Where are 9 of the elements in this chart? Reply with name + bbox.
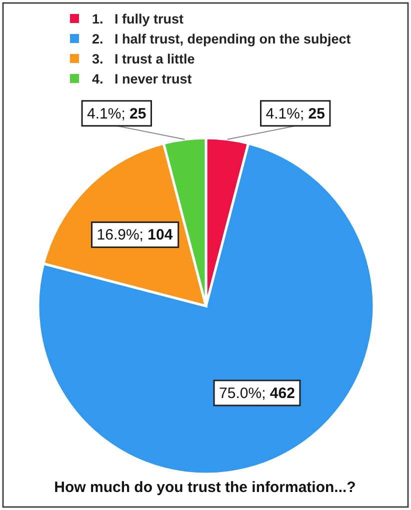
legend-label: 4. I never trust xyxy=(92,72,192,86)
data-label: 75.0%; 462 xyxy=(219,384,295,402)
data-label: 4.1%; 25 xyxy=(266,104,325,122)
data-label: 16.9%; 104 xyxy=(96,226,174,244)
legend-label: 2. I half trust, depending on the subject xyxy=(92,32,352,46)
legend-label: 3. I trust a little xyxy=(92,52,196,66)
data-label: 4.1%; 25 xyxy=(87,104,146,122)
text: How much do you trust the information...? xyxy=(54,479,356,496)
legend-label: 1. I fully trust xyxy=(92,12,184,26)
